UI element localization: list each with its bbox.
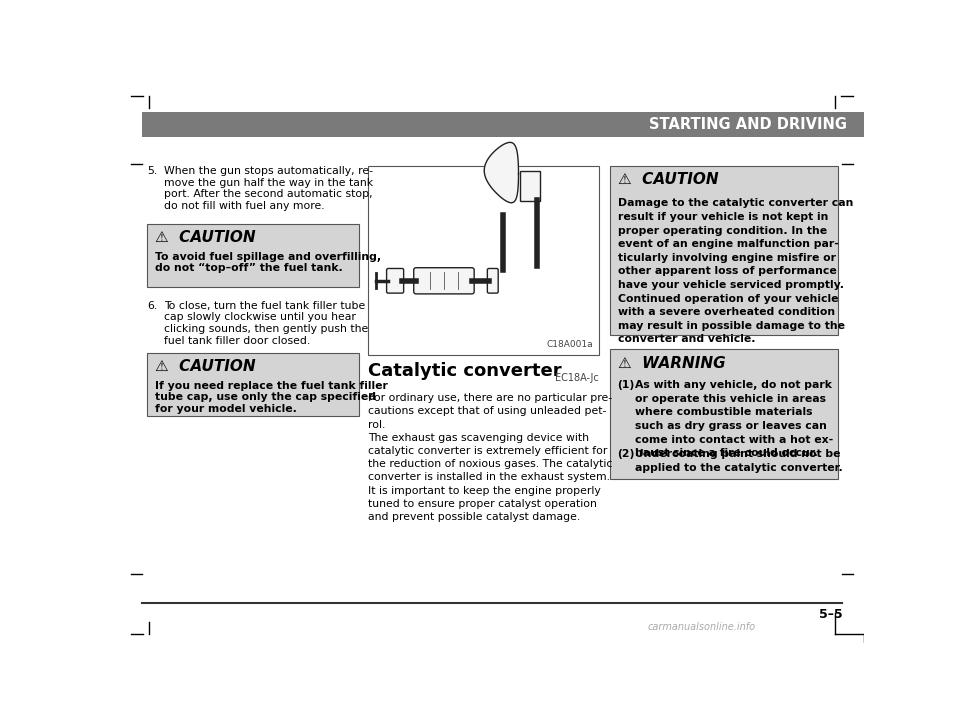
Text: STARTING AND DRIVING: STARTING AND DRIVING xyxy=(649,117,847,132)
Bar xyxy=(147,353,359,416)
Text: Undercoating paint should not be
applied to the catalytic converter.: Undercoating paint should not be applied… xyxy=(635,450,842,473)
Text: As with any vehicle, do not park
or operate this vehicle in areas
where combusti: As with any vehicle, do not park or oper… xyxy=(635,380,833,458)
Text: C18A001a: C18A001a xyxy=(546,340,592,348)
Polygon shape xyxy=(484,142,518,202)
Text: Damage to the catalytic converter can
result if your vehicle is not kept in
prop: Damage to the catalytic converter can re… xyxy=(617,198,852,344)
FancyBboxPatch shape xyxy=(387,268,403,293)
Bar xyxy=(142,112,864,137)
Bar xyxy=(610,166,838,335)
Text: Catalytic converter: Catalytic converter xyxy=(368,362,562,380)
Text: If you need replace the fuel tank filler
tube cap, use only the cap specified
fo: If you need replace the fuel tank filler… xyxy=(155,381,388,414)
FancyBboxPatch shape xyxy=(414,268,474,294)
Text: EC18A-Jc: EC18A-Jc xyxy=(555,373,599,383)
FancyBboxPatch shape xyxy=(488,268,498,293)
Text: ⚠  CAUTION: ⚠ CAUTION xyxy=(617,172,718,187)
Text: ⚠  CAUTION: ⚠ CAUTION xyxy=(155,230,255,245)
Text: ⚠  CAUTION: ⚠ CAUTION xyxy=(155,359,255,375)
Text: carmanualsonline.info: carmanualsonline.info xyxy=(647,622,756,631)
Bar xyxy=(368,166,599,355)
Text: (1): (1) xyxy=(617,380,635,390)
Text: When the gun stops automatically, re-
move the gun half the way in the tank
port: When the gun stops automatically, re- mo… xyxy=(164,166,373,211)
Text: (2): (2) xyxy=(617,450,635,459)
Text: 5–5: 5–5 xyxy=(819,608,842,621)
Text: 6.: 6. xyxy=(147,301,157,311)
Text: ⚠  WARNING: ⚠ WARNING xyxy=(617,356,725,370)
Text: To close, turn the fuel tank filler tube
cap slowly clockwise until you hear
cli: To close, turn the fuel tank filler tube… xyxy=(164,301,369,346)
Bar xyxy=(610,349,838,479)
Text: To avoid fuel spillage and overfilling,
do not “top–off” the fuel tank.: To avoid fuel spillage and overfilling, … xyxy=(155,252,381,273)
Text: For ordinary use, there are no particular pre-
cautions except that of using unl: For ordinary use, there are no particula… xyxy=(368,393,612,522)
Text: 5.: 5. xyxy=(147,166,157,176)
Bar xyxy=(147,224,359,287)
FancyBboxPatch shape xyxy=(520,171,540,202)
